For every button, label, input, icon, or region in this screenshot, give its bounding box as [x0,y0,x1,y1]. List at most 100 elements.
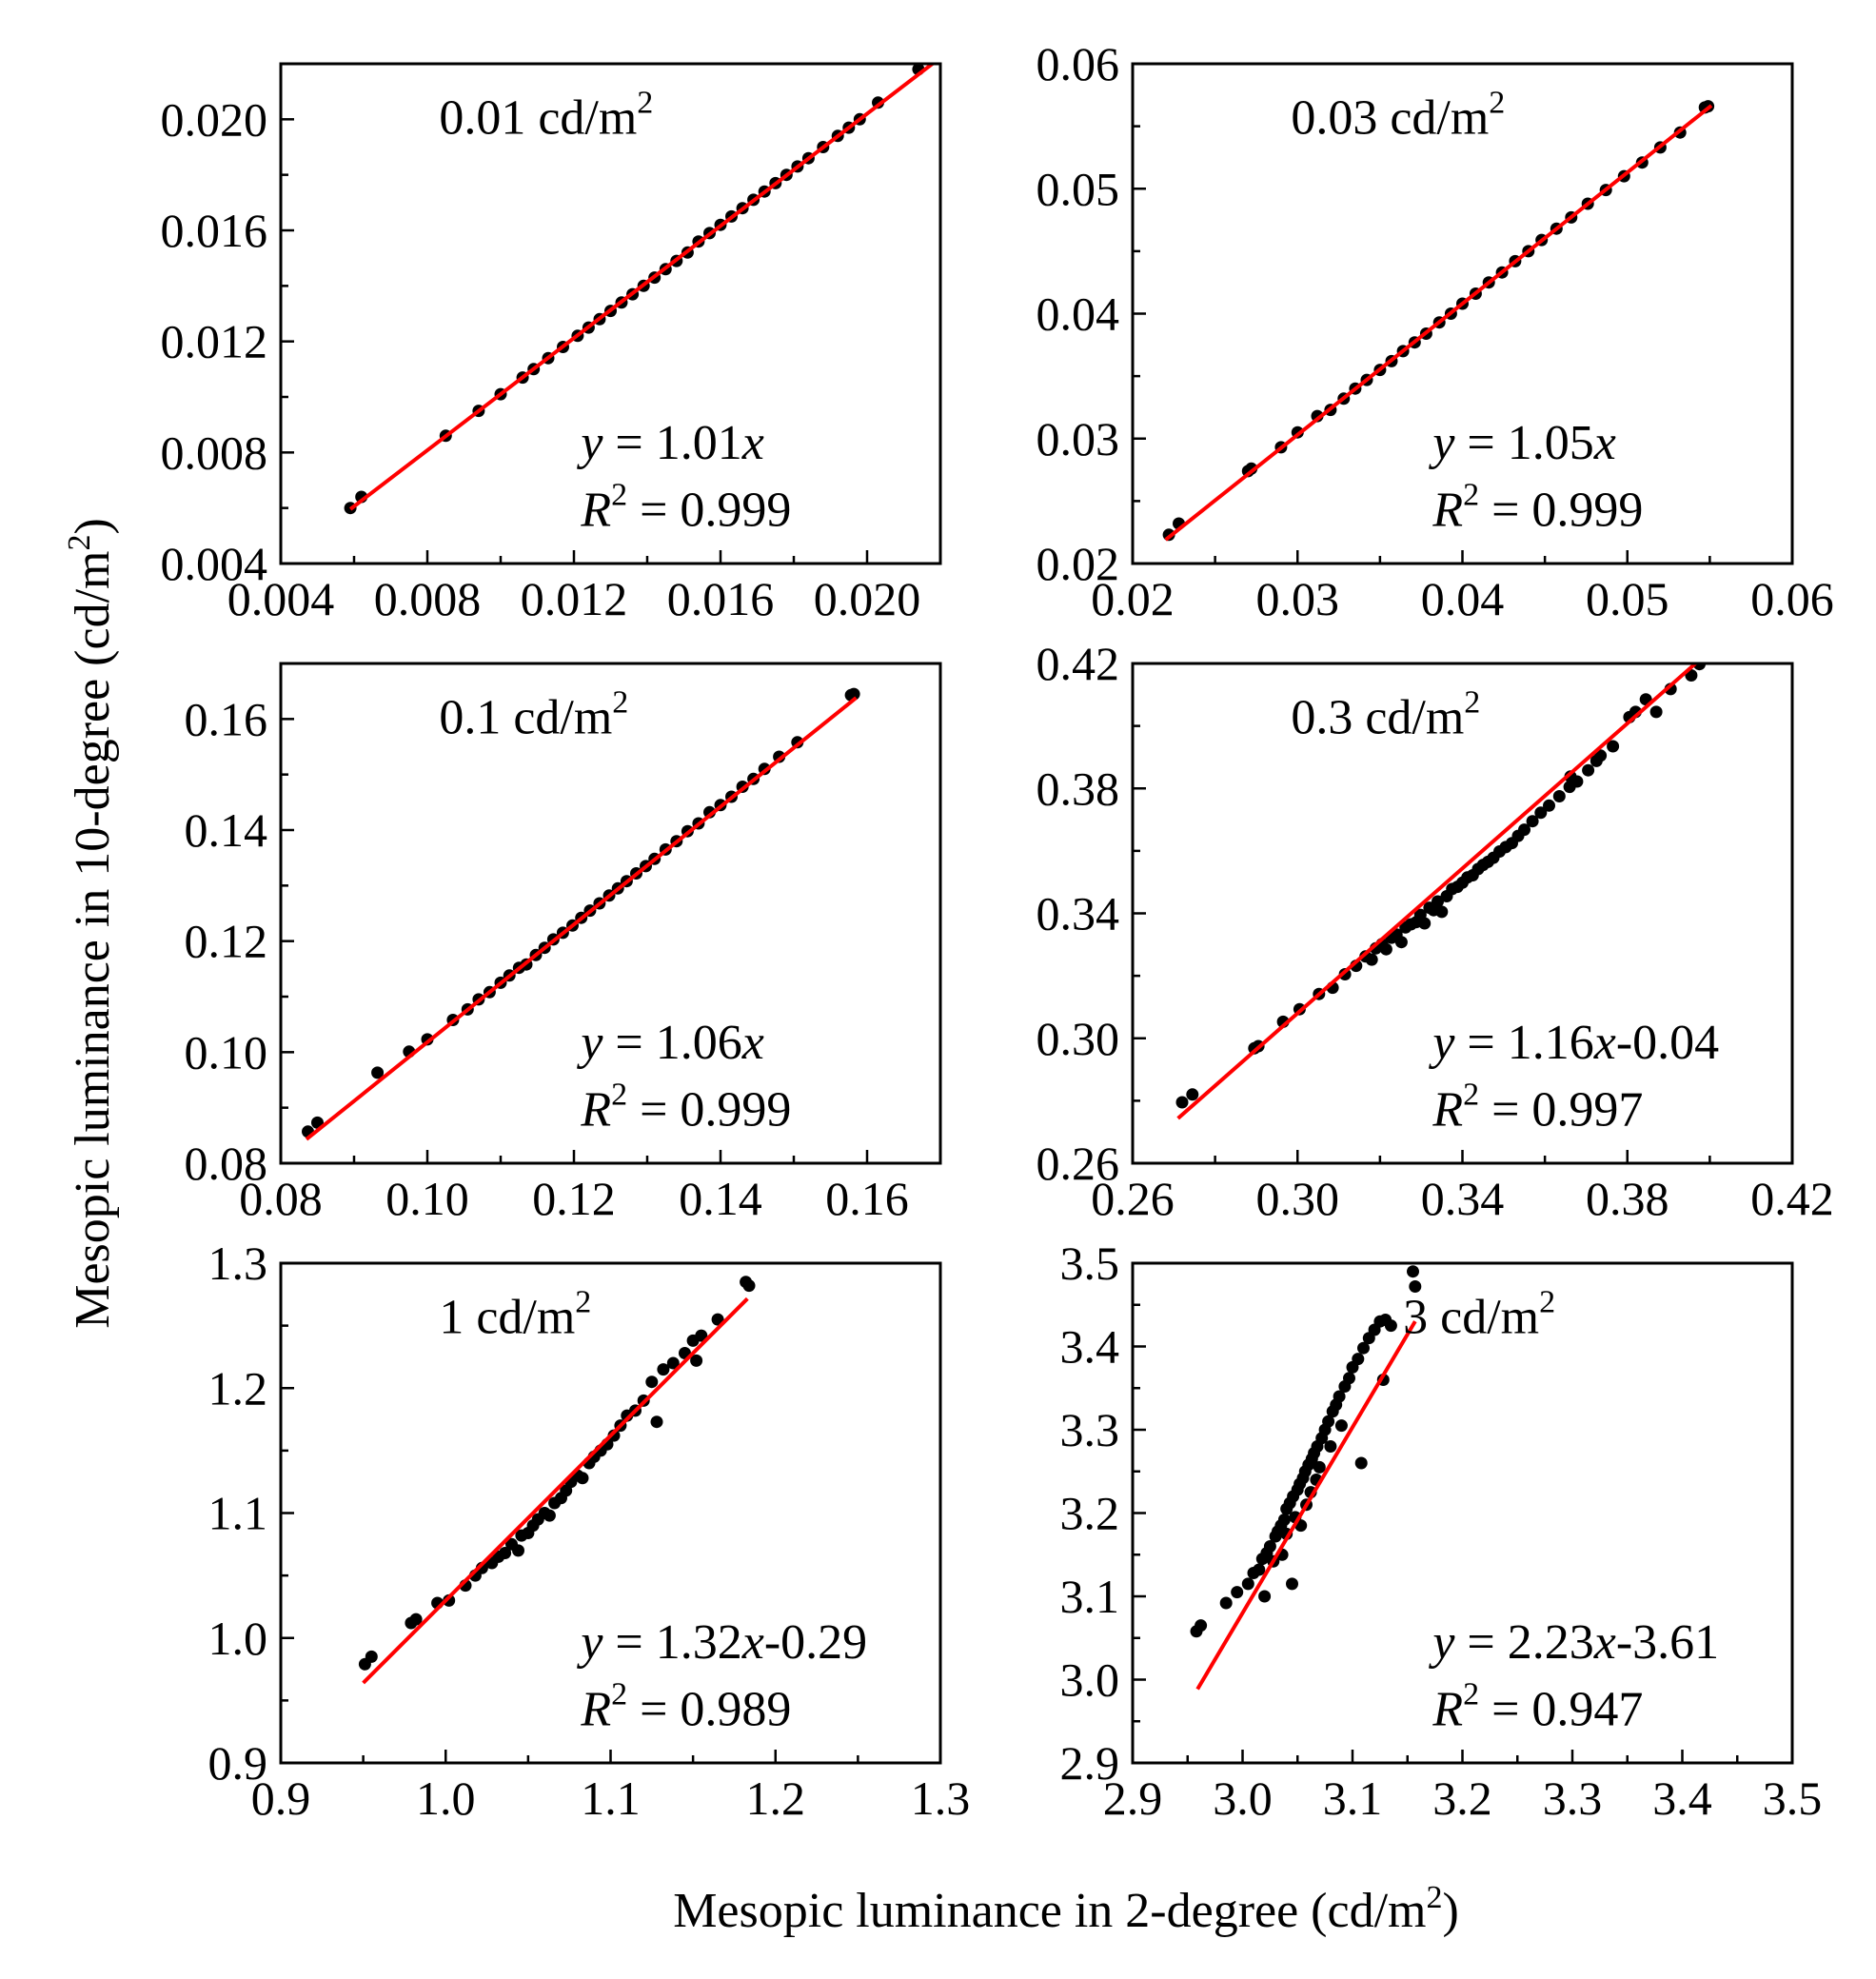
data-point [1418,917,1432,930]
y-tick-label: 0.16 [185,692,268,745]
y-tick-label: 3.5 [1060,1237,1120,1290]
x-tick-label: 2.9 [1103,1771,1163,1825]
data-point [1343,1372,1355,1385]
data-points [302,687,860,1138]
panel-title-text: 0.1 cd/m [439,691,612,745]
y-tick-label: 0.05 [1037,162,1120,215]
data-point [1334,1419,1348,1433]
equation-intercept: -0.04 [1616,1016,1719,1070]
scatter-panel-4: 0.26 0.30 0.34 0.38 0.42 0.26 0.30 0.34 0.38 0.42… [1037,637,1834,1225]
panel-title: 0.1 cd/m2 [439,685,628,745]
y-tick-label: 0.26 [1037,1137,1120,1190]
fit-equation: y = 2.23x-3.61 [1428,1615,1719,1670]
data-point [1286,1577,1298,1591]
y-tick-label: 0.10 [185,1025,268,1079]
x-tick-label: 3.5 [1763,1771,1823,1825]
data-point [1394,936,1408,949]
y-axis-title-close: ) [66,518,120,534]
r-squared-sup: 2 [1463,1677,1479,1712]
equation-x: x [1593,1016,1616,1070]
data-point [371,1066,385,1079]
axis-ticks [1131,62,1794,565]
r-squared-r: R [580,1083,611,1138]
x-axis-title-close: ) [1442,1884,1458,1938]
data-point [1649,705,1663,719]
y-tick-label: 3.1 [1060,1570,1120,1623]
r-squared: R2 = 0.947 [1432,1677,1643,1737]
x-tick-label: 0.06 [1750,572,1834,625]
x-tick-label: 0.26 [1091,1172,1175,1225]
r-squared-sup: 2 [611,1677,627,1712]
equation-y: y [576,416,603,470]
panel-title: 3 cd/m2 [1403,1285,1555,1345]
equation-y: y [576,1016,603,1070]
r-squared-value: = 0.989 [627,1683,791,1737]
panel-title-text: 0.03 cd/m [1291,91,1489,146]
data-point [1582,763,1595,777]
data-point [1352,1353,1365,1366]
data-point [1384,1319,1397,1333]
x-tick-label: 0.30 [1256,1172,1340,1225]
scatter-panel-5: 0.9 1.0 1.1 1.2 1.30.91.01.11.21.31 cd/m2y =… [208,1237,971,1825]
panel-title-text: 0.01 cd/m [439,91,637,146]
axis-ticks [279,718,869,1165]
plot-frame [279,62,942,565]
panel-title: 1 cd/m2 [439,1285,591,1345]
x-tick-label: 0.03 [1256,572,1340,625]
x-tick-label: 0.04 [1421,572,1505,625]
y-axis-title: Mesopic luminance in 10-degree (cd/m2) [62,518,120,1329]
x-tick-label: 3.3 [1543,1771,1603,1825]
panels-group: 0.004 0.008 0.012 0.016 0.020 0.004 0.008 0.012… [161,37,1834,1825]
y-tick-label: 0.06 [1037,37,1120,90]
x-tick-label: 1.3 [911,1771,971,1825]
axis-ticks [1131,1261,1794,1765]
data-point [543,1509,556,1522]
equation-intercept: -3.61 [1616,1615,1719,1670]
fit-equation: y = 1.05x [1428,416,1616,470]
r-squared-r: R [580,1683,611,1737]
data-point [1231,1586,1244,1599]
data-point [409,1613,423,1626]
panel-title-sup: 2 [612,685,628,721]
data-point [1354,1456,1368,1470]
equation-slope: = 1.32 [602,1615,741,1670]
data-point [607,1429,621,1442]
equation-x: x [741,416,764,470]
panel-title-text: 0.3 cd/m [1291,691,1464,745]
data-point [512,1544,524,1557]
panel-title: 0.03 cd/m2 [1291,86,1505,146]
r-squared-r: R [1432,1683,1463,1737]
equation-x: x [1593,416,1616,470]
y-tick-label: 1.2 [208,1361,268,1415]
x-tick-label: 0.9 [251,1771,311,1825]
y-tick-label: 0.12 [185,915,268,968]
data-point [1277,1514,1291,1526]
panel-title: 0.3 cd/m2 [1291,685,1480,745]
y-tick-label: 0.008 [161,425,268,479]
x-tick-label: 0.004 [227,572,335,625]
axis-ticks [1131,662,1794,1165]
equation-intercept: -0.29 [764,1615,867,1670]
y-tick-label: 3.3 [1060,1403,1120,1456]
y-tick-label: 1.0 [208,1612,268,1665]
data-point [365,1650,378,1663]
panel-title-text: 1 cd/m [439,1291,575,1345]
data-point [499,1547,512,1559]
scatter-panel-6: 2.9 3.0 3.1 3.2 3.3 3.4 3.5 2.9 3.0 3.1 3.2 3.3 3.4 3… [1060,1237,1823,1825]
y-tick-label: 0.016 [161,204,268,257]
equation-slope: = 1.16 [1454,1016,1593,1070]
data-point [742,1279,756,1293]
data-point [1253,1563,1266,1576]
data-point [645,1375,659,1389]
x-tick-label: 0.016 [667,572,775,625]
data-point [1186,1088,1199,1101]
data-points [1175,663,1706,1109]
r-squared-value: = 0.999 [627,484,791,538]
data-point [695,1329,708,1342]
r-squared-value: = 0.997 [1479,1083,1643,1138]
panel-title-sup: 2 [1489,86,1505,121]
y-axis-title-sup: 2 [62,535,97,551]
r-squared-r: R [1432,484,1463,538]
data-point [1263,1540,1276,1553]
x-tick-label: 3.0 [1213,1771,1273,1825]
